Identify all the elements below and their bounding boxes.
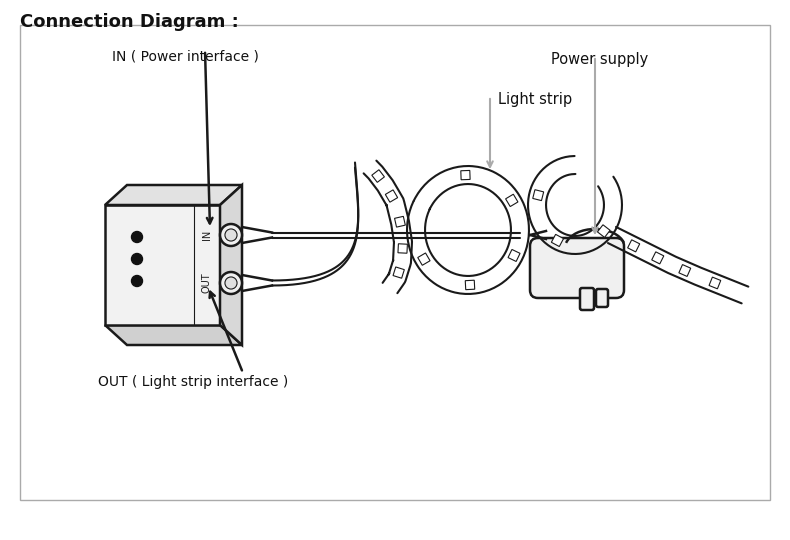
Bar <box>506 194 518 207</box>
Polygon shape <box>105 325 242 345</box>
Bar <box>627 240 640 252</box>
Polygon shape <box>105 185 242 205</box>
Text: Connection Diagram :: Connection Diagram : <box>20 13 239 31</box>
Text: Power supply: Power supply <box>551 52 649 67</box>
FancyBboxPatch shape <box>596 289 608 307</box>
Bar <box>709 277 720 289</box>
Circle shape <box>131 232 142 242</box>
Circle shape <box>131 253 142 265</box>
Circle shape <box>220 224 242 246</box>
Circle shape <box>225 229 237 241</box>
Bar <box>508 249 520 261</box>
Bar <box>20 25 770 500</box>
Text: OUT ( Light strip interface ): OUT ( Light strip interface ) <box>98 375 288 389</box>
Bar <box>461 171 470 180</box>
Circle shape <box>225 277 237 289</box>
Bar <box>597 225 610 238</box>
Bar <box>393 267 404 278</box>
Circle shape <box>220 272 242 294</box>
Bar <box>105 205 220 325</box>
Bar <box>551 234 563 247</box>
Text: OUT: OUT <box>202 273 212 293</box>
Bar <box>398 244 408 253</box>
FancyBboxPatch shape <box>530 238 624 298</box>
Bar <box>465 280 475 289</box>
Bar <box>386 190 397 202</box>
Bar <box>394 217 405 227</box>
Bar <box>652 252 664 264</box>
Circle shape <box>131 275 142 287</box>
Bar <box>418 253 430 265</box>
FancyBboxPatch shape <box>580 288 594 310</box>
Text: IN: IN <box>202 230 212 240</box>
Polygon shape <box>220 185 242 345</box>
Text: IN ( Power interface ): IN ( Power interface ) <box>111 50 258 64</box>
Text: Light strip: Light strip <box>498 92 572 107</box>
Bar <box>679 265 690 276</box>
Bar <box>532 190 544 201</box>
Bar <box>372 170 385 183</box>
